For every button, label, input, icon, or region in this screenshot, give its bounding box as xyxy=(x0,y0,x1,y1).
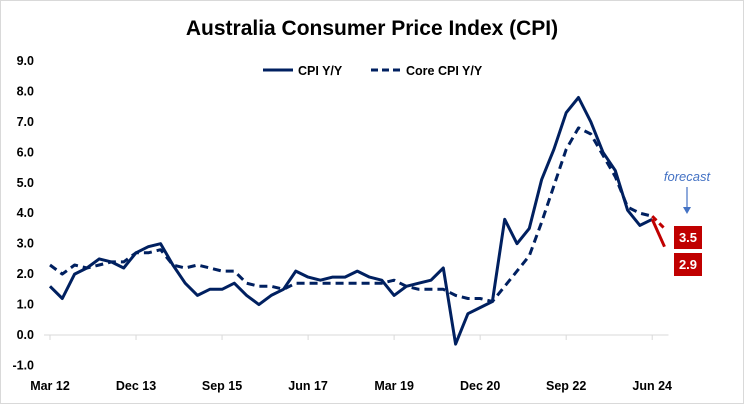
core-forecast-value: 3.5 xyxy=(679,230,697,245)
series-line-core-cpi xyxy=(49,126,653,303)
y-tick-label: 8.0 xyxy=(17,84,34,98)
legend: CPI Y/Y Core CPI Y/Y xyxy=(263,64,483,78)
y-tick-label: 2.0 xyxy=(17,267,34,281)
legend-cpi-label: CPI Y/Y xyxy=(298,64,343,78)
x-tick-label: Jun 24 xyxy=(632,379,672,393)
x-tick-label: Mar 19 xyxy=(374,379,414,393)
x-tick-label: Sep 22 xyxy=(546,379,586,393)
series-lines xyxy=(48,96,666,346)
cpi-forecast-value: 2.9 xyxy=(679,257,697,272)
chart-title: Australia Consumer Price Index (CPI) xyxy=(186,17,558,40)
y-axis: -1.0 0.0 1.0 2.0 3.0 4.0 5.0 6.0 7.0 8.0 9.0 xyxy=(12,54,34,373)
forecast-label: forecast xyxy=(664,169,712,184)
y-tick-label: 1.0 xyxy=(17,298,34,312)
x-tick-label: Dec 13 xyxy=(116,379,156,393)
legend-core-label: Core CPI Y/Y xyxy=(406,64,483,78)
forecast-annotation: forecast 3.5 2.9 xyxy=(664,169,712,276)
forecast-line-cpi xyxy=(650,218,666,248)
core-forecast-box xyxy=(674,226,702,249)
forecast-line-core-cpi xyxy=(651,215,666,230)
forecast-arrowhead-icon xyxy=(683,207,691,214)
y-tick-label: 4.0 xyxy=(17,206,34,220)
y-tick-label: 7.0 xyxy=(17,115,34,129)
x-tick-label: Sep 15 xyxy=(202,379,242,393)
y-tick-label: 6.0 xyxy=(17,145,34,159)
y-tick-label: 0.0 xyxy=(17,328,34,342)
y-tick-label: -1.0 xyxy=(12,358,34,372)
series-line-cpi xyxy=(48,96,653,346)
y-tick-label: 3.0 xyxy=(17,237,34,251)
y-tick-label: 5.0 xyxy=(17,176,34,190)
x-tick-label: Mar 12 xyxy=(30,379,70,393)
x-tick-label: Dec 20 xyxy=(460,379,500,393)
cpi-forecast-box xyxy=(674,253,702,276)
y-tick-label: 9.0 xyxy=(17,54,34,68)
x-axis: Mar 12 Dec 13 Sep 15 Jun 17 Mar 19 Dec 20 Sep … xyxy=(30,334,672,393)
x-tick-label: Jun 17 xyxy=(288,379,328,393)
